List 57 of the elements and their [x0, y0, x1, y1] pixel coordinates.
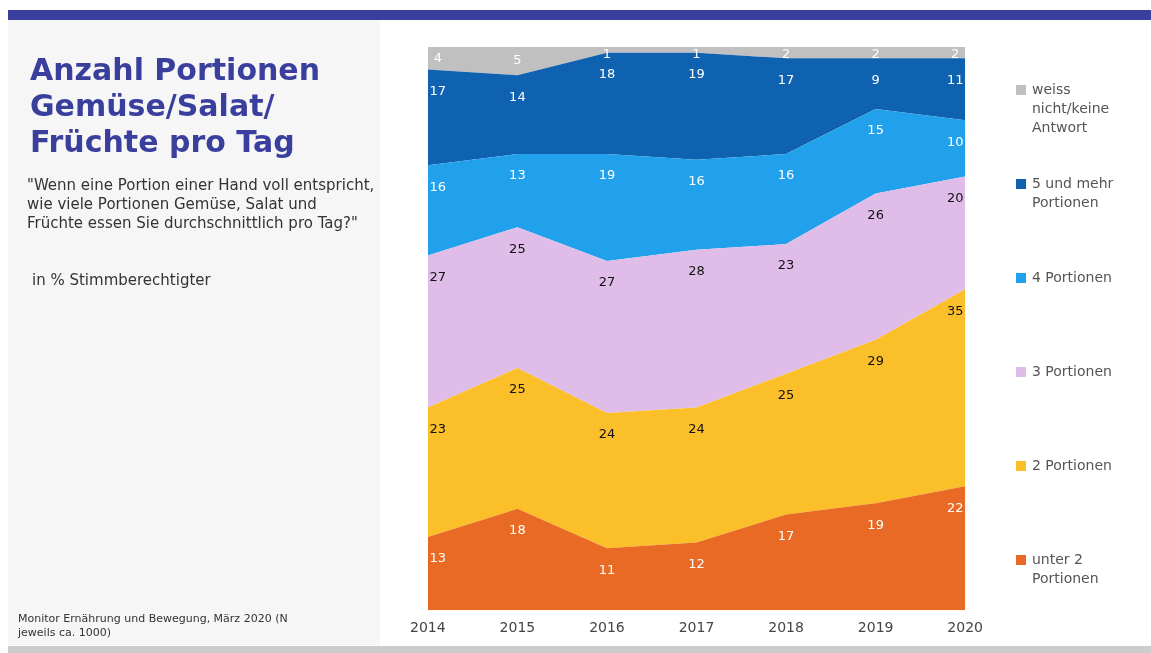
data-label: 23 [429, 420, 447, 436]
data-label: 16 [688, 173, 705, 189]
data-label: 27 [598, 274, 616, 290]
legend-label: 5 und mehr Portionen [1032, 174, 1115, 212]
legend-label: 3 Portionen [1032, 362, 1112, 381]
data-label: 13 [429, 550, 447, 566]
data-label: 2 [781, 46, 791, 62]
x-tick-label: 2020 [947, 619, 984, 636]
legend-label: unter 2 Portionen [1032, 550, 1100, 588]
data-label: 25 [509, 240, 526, 256]
data-label: 28 [688, 263, 705, 279]
data-label: 23 [777, 257, 795, 273]
x-tick-label: 2017 [678, 619, 715, 636]
data-label: 14 [509, 88, 526, 104]
data-label: 13 [509, 167, 526, 183]
data-label: 2 [951, 46, 960, 62]
data-label: 29 [867, 353, 884, 369]
data-label: 19 [867, 516, 884, 532]
x-tick-label: 2018 [768, 619, 804, 636]
data-label: 12 [688, 555, 705, 571]
data-label: 19 [688, 66, 705, 82]
legend-label: 4 Portionen [1032, 268, 1112, 287]
data-label: 17 [777, 71, 795, 87]
text: Monitor Ernährung und Bewegung, März 2020 (N jeweils ca. 1000) [18, 612, 289, 640]
x-tick-label: 2015 [499, 619, 536, 636]
x-tick-label: 2014 [409, 619, 446, 636]
data-label: 35 [946, 302, 964, 318]
data-label: 11 [598, 561, 616, 577]
data-label: 27 [429, 268, 447, 284]
data-label: 5 [513, 52, 522, 68]
data-label: 17 [777, 527, 795, 543]
x-tick-label: 2019 [857, 619, 894, 636]
data-label: 26 [867, 206, 884, 222]
data-label: 9 [871, 71, 880, 87]
legend-label: weiss nicht/keine Antwort [1032, 80, 1111, 137]
data-label: 25 [777, 387, 795, 403]
data-label: 15 [867, 122, 884, 138]
data-label: 19 [598, 167, 616, 183]
data-label: 18 [598, 66, 616, 82]
data-label: 24 [688, 420, 705, 436]
data-label: 10 [946, 133, 964, 149]
data-label: 25 [509, 381, 526, 397]
data-label: 2 [871, 46, 880, 62]
text: in % Stimmberechtigter [32, 271, 212, 289]
data-label: 4 [433, 49, 442, 65]
data-label: 20 [946, 189, 964, 205]
legend-label: 2 Portionen [1032, 456, 1112, 475]
data-label: 22 [946, 499, 964, 515]
x-tick-label: 2016 [589, 619, 625, 636]
data-label: 18 [509, 522, 526, 538]
data-label: 11 [946, 71, 964, 87]
data-label: 16 [429, 178, 447, 194]
data-label: 16 [777, 167, 795, 183]
data-label: 24 [598, 426, 616, 442]
text: Anzahl Portionen Gemüse/Salat/ Früchte pro Tag [30, 52, 322, 160]
text: "Wenn eine Portion einer Hand voll entspricht, wie viele Portionen Gemüse, Salat und Früchte essen Sie durchschnittlich pro Tag?" [27, 176, 376, 233]
data-label: 17 [429, 82, 447, 98]
